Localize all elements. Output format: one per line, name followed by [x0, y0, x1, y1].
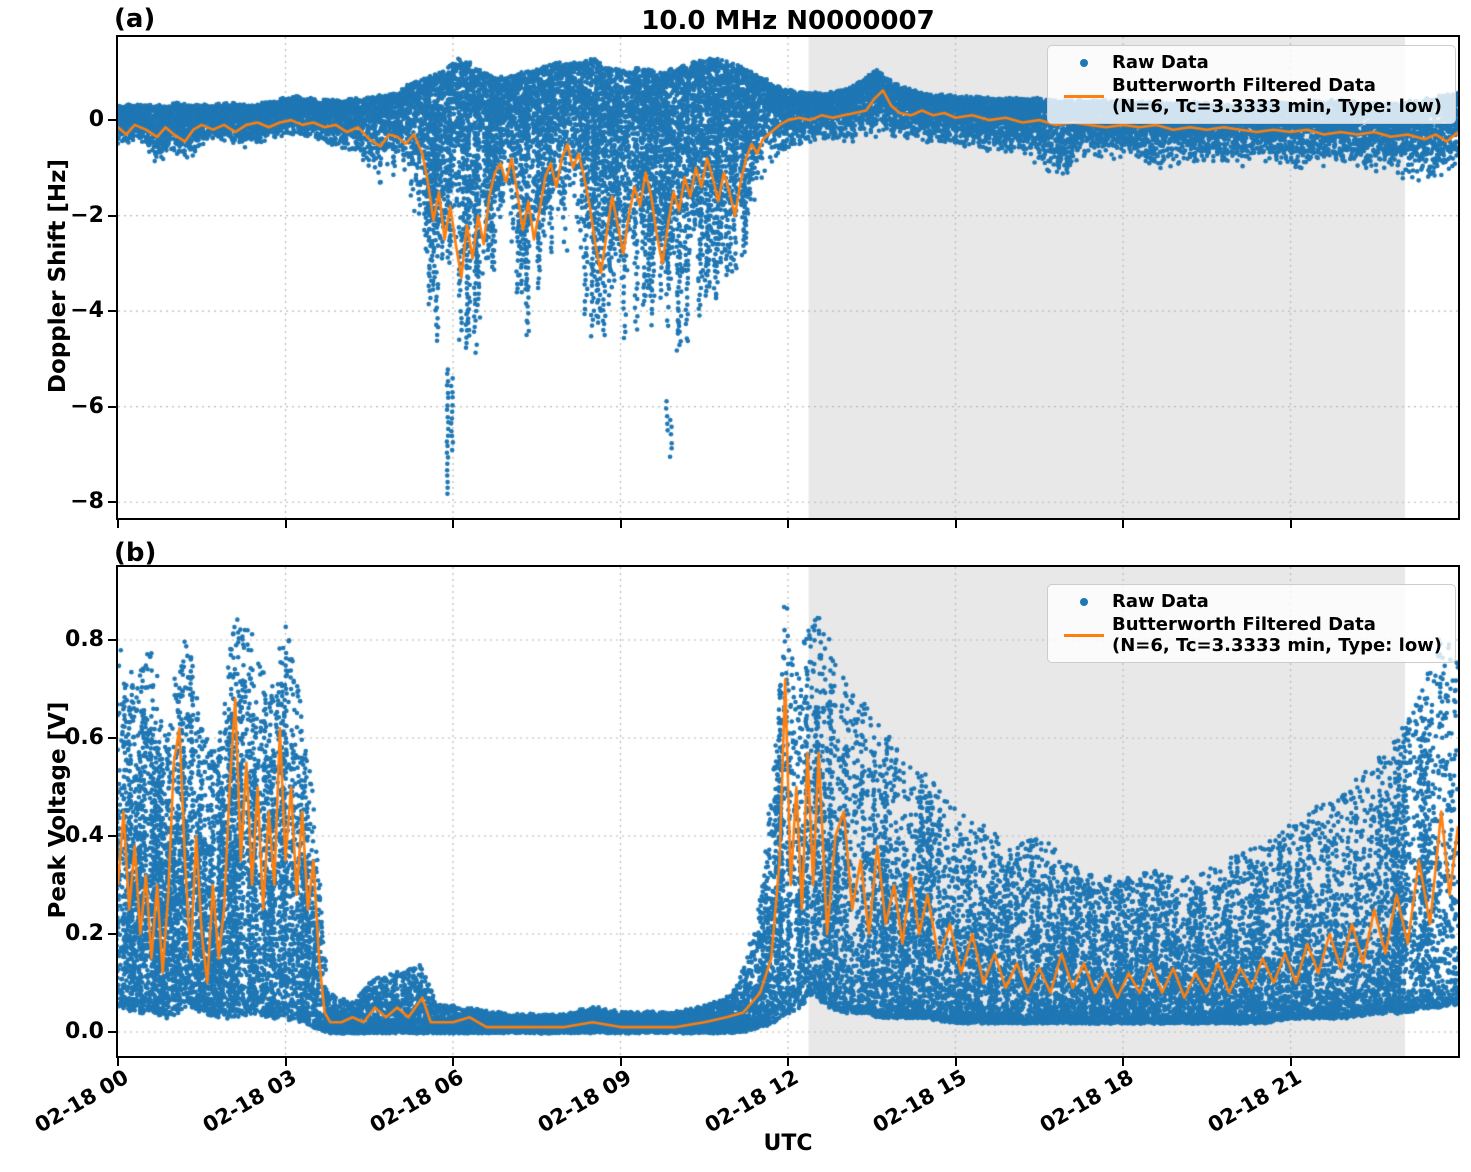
legend-entry-raw: Raw Data	[1056, 52, 1447, 73]
y-tick-label-panel-a: −4	[70, 298, 104, 324]
y-tick-panel-a	[108, 214, 116, 217]
y-axis-label-panel-a: Doppler Shift [Hz]	[45, 158, 71, 394]
y-tick-label-panel-b: 0.0	[65, 1018, 104, 1044]
x-tick-panel-b	[1289, 1058, 1292, 1066]
x-tick-panel-b	[619, 1058, 622, 1066]
x-tick-panel-a	[954, 520, 957, 528]
panel-b-plot-area: Raw Data Butterworth Filtered Data (N=6,…	[116, 565, 1460, 1058]
legend-filtered-label-line1: Butterworth Filtered Data	[1112, 614, 1376, 635]
y-tick-label-panel-a: −6	[70, 393, 104, 419]
x-tick-panel-b	[452, 1058, 454, 1066]
y-tick-label-panel-a: −2	[70, 202, 104, 228]
legend-filtered-label: Butterworth Filtered Data (N=6, Tc=3.333…	[1112, 75, 1442, 117]
legend-entry-filtered: Butterworth Filtered Data (N=6, Tc=3.333…	[1056, 614, 1447, 656]
raw-data-dot-icon	[1056, 58, 1112, 67]
legend-filtered-label: Butterworth Filtered Data (N=6, Tc=3.333…	[1112, 614, 1442, 656]
x-tick-panel-b	[1122, 1058, 1124, 1066]
y-tick-panel-a	[108, 119, 116, 122]
filtered-data-line-icon	[1056, 94, 1112, 98]
y-tick-panel-b	[108, 737, 116, 739]
x-tick-panel-a	[117, 520, 119, 528]
y-tick-label-panel-b: 0.6	[65, 725, 104, 750]
panel-b-tag: (b)	[114, 538, 157, 568]
x-tick-panel-a	[619, 520, 622, 528]
legend-raw-label: Raw Data	[1112, 591, 1209, 612]
legend-entry-filtered: Butterworth Filtered Data (N=6, Tc=3.333…	[1056, 75, 1447, 117]
raw-data-dot-icon	[1056, 597, 1112, 606]
y-tick-label-panel-a: −8	[70, 489, 104, 515]
y-tick-panel-b	[108, 834, 116, 837]
y-tick-panel-b	[108, 1030, 116, 1033]
panel-b-legend: Raw Data Butterworth Filtered Data (N=6,…	[1047, 584, 1456, 663]
legend-filtered-label-line2: (N=6, Tc=3.3333 min, Type: low)	[1112, 96, 1443, 117]
legend-entry-raw: Raw Data	[1056, 591, 1447, 612]
x-tick-panel-a	[1289, 520, 1292, 528]
y-tick-panel-a	[108, 310, 116, 313]
x-tick-panel-a	[787, 520, 789, 528]
panel-a-plot-area: Raw Data Butterworth Filtered Data (N=6,…	[116, 35, 1460, 520]
legend-filtered-label-line1: Butterworth Filtered Data	[1112, 75, 1376, 96]
figure-title: 10.0 MHz N0000007	[641, 6, 935, 36]
panel-a-tag: (a)	[114, 4, 156, 34]
y-tick-panel-b	[108, 932, 116, 935]
y-tick-label-panel-b: 0.2	[65, 920, 104, 946]
y-tick-label-panel-b: 0.4	[65, 822, 104, 848]
x-tick-panel-b	[787, 1058, 789, 1066]
panel-a-legend: Raw Data Butterworth Filtered Data (N=6,…	[1047, 45, 1456, 124]
y-tick-panel-a	[108, 501, 116, 504]
x-tick-panel-a	[284, 520, 287, 528]
y-tick-label-panel-a: 0	[88, 107, 104, 133]
y-tick-panel-b	[108, 639, 116, 641]
y-tick-label-panel-b: 0.8	[65, 627, 104, 652]
x-tick-panel-a	[1122, 520, 1124, 528]
x-tick-panel-b	[284, 1058, 287, 1066]
x-tick-panel-a	[452, 520, 454, 528]
y-tick-panel-a	[108, 405, 116, 408]
legend-raw-label: Raw Data	[1112, 52, 1209, 73]
x-tick-panel-b	[954, 1058, 957, 1066]
legend-filtered-label-line2: (N=6, Tc=3.3333 min, Type: low)	[1112, 635, 1443, 656]
filtered-data-line-icon	[1056, 633, 1112, 637]
x-axis-label: UTC	[763, 1131, 813, 1156]
x-tick-panel-b	[117, 1058, 119, 1066]
x-tick-label: 02-18 00	[30, 1064, 133, 1138]
